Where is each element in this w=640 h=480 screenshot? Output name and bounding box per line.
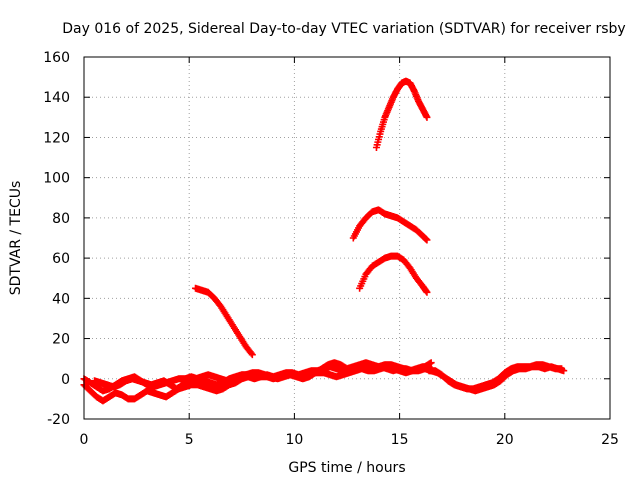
y-axis-label: SDTVAR / TECUs xyxy=(8,181,24,296)
x-tick-label: 0 xyxy=(80,432,89,448)
data-point-marker xyxy=(423,288,431,296)
grid xyxy=(84,57,610,419)
data-point-marker xyxy=(423,113,431,121)
plot-frame xyxy=(83,56,611,420)
x-tick-label: 20 xyxy=(496,432,514,448)
data-point-marker xyxy=(423,236,431,244)
data-point-marker xyxy=(247,349,255,357)
y-tick-label: 140 xyxy=(43,90,70,106)
axis-ticks: 0 5 10 15 20 25 -20 0 20 40 60 80 100 120 140 160 xyxy=(43,50,619,448)
y-tick-label: 40 xyxy=(52,291,70,307)
y-tick-label: -20 xyxy=(47,412,70,428)
data-point-marker xyxy=(558,365,566,373)
y-tick-label: 0 xyxy=(61,372,70,388)
data-marks xyxy=(80,77,568,405)
y-tick-label: 120 xyxy=(43,130,70,146)
data-point-marker xyxy=(427,359,435,367)
x-axis-label: GPS time / hours xyxy=(288,460,405,476)
y-tick-label: 100 xyxy=(43,171,70,187)
data-point-marker xyxy=(248,351,256,359)
x-tick-label: 5 xyxy=(185,432,194,448)
y-tick-label: 80 xyxy=(52,211,70,227)
x-tick-label: 10 xyxy=(285,432,303,448)
x-tick-label: 15 xyxy=(391,432,409,448)
x-tick-label: 25 xyxy=(601,432,619,448)
y-tick-label: 160 xyxy=(43,50,70,66)
y-tick-label: 20 xyxy=(52,332,70,348)
y-tick-label: 60 xyxy=(52,251,70,267)
chart-title: Day 016 of 2025, Sidereal Day-to-day VTE… xyxy=(62,21,625,37)
